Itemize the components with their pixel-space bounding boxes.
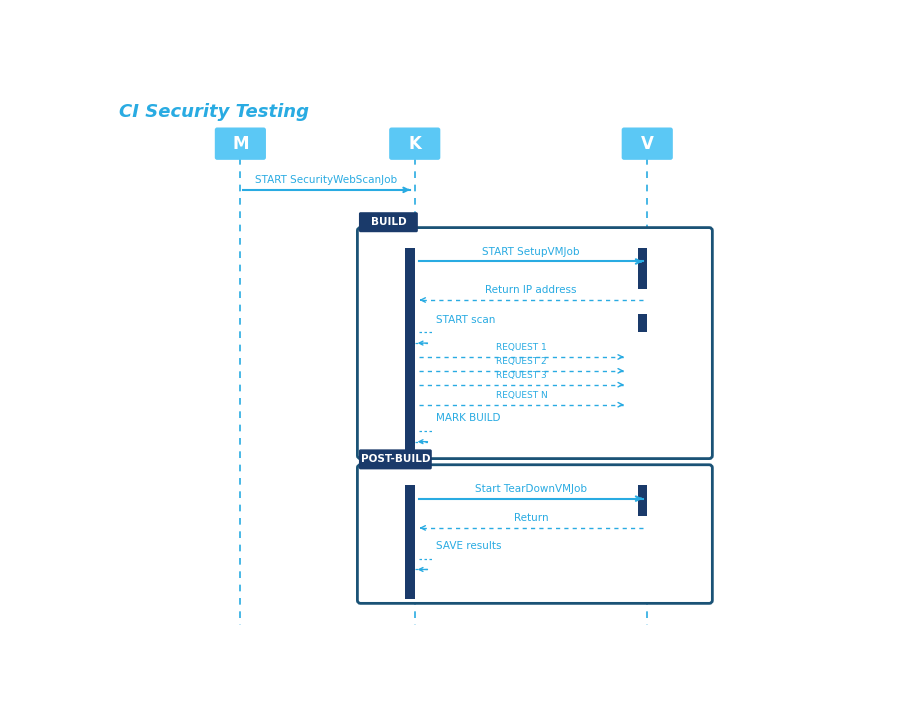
Text: REQUEST 3: REQUEST 3 <box>496 371 547 380</box>
FancyBboxPatch shape <box>357 228 713 459</box>
Text: REQUEST 2: REQUEST 2 <box>497 357 547 366</box>
Text: Return IP address: Return IP address <box>485 286 577 296</box>
Text: K: K <box>409 135 421 153</box>
Text: SAVE results: SAVE results <box>436 541 502 551</box>
Bar <box>638 314 647 332</box>
Bar <box>405 485 415 599</box>
FancyBboxPatch shape <box>622 127 673 160</box>
Text: CI Security Testing: CI Security Testing <box>119 103 309 121</box>
Bar <box>638 248 647 289</box>
Text: M: M <box>232 135 248 153</box>
Text: Return: Return <box>514 513 548 523</box>
Text: START SecurityWebScanJob: START SecurityWebScanJob <box>256 175 398 185</box>
FancyBboxPatch shape <box>215 127 266 160</box>
Bar <box>405 248 415 454</box>
FancyBboxPatch shape <box>389 127 440 160</box>
Text: REQUEST N: REQUEST N <box>496 391 547 400</box>
FancyBboxPatch shape <box>359 212 418 232</box>
Text: V: V <box>641 135 653 153</box>
Text: MARK BUILD: MARK BUILD <box>436 413 501 423</box>
Text: BUILD: BUILD <box>371 217 406 227</box>
Text: POST-BUILD: POST-BUILD <box>361 455 430 465</box>
Bar <box>638 485 647 516</box>
FancyBboxPatch shape <box>357 465 713 604</box>
Text: Start TearDownVMJob: Start TearDownVMJob <box>475 484 587 494</box>
Text: REQUEST 1: REQUEST 1 <box>496 344 547 352</box>
FancyBboxPatch shape <box>359 450 432 470</box>
Text: START scan: START scan <box>436 314 496 324</box>
Text: START SetupVMJob: START SetupVMJob <box>482 247 580 257</box>
